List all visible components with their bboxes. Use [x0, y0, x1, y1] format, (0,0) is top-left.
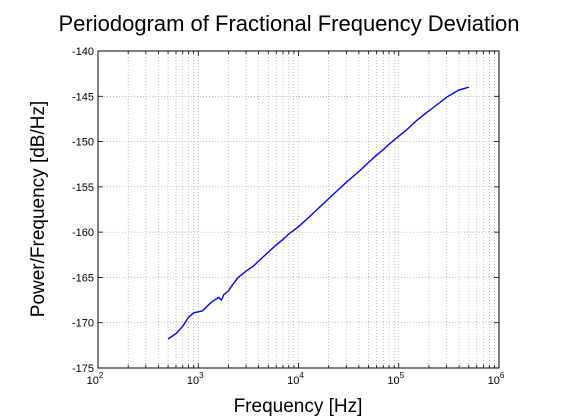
series-line: [167, 86, 469, 340]
plot-frame: [97, 50, 500, 369]
y-tick-label: -170: [72, 318, 94, 330]
chart-title: Periodogram of Fractional Frequency Devi…: [58, 11, 519, 36]
y-tick-labels: -140 -145 -150 -155 -160 -165 -170 -175: [72, 46, 94, 375]
x-tick-label: 106: [488, 371, 505, 387]
axis-ticks: [97, 50, 500, 369]
x-tick-label: 102: [87, 371, 104, 387]
y-tick-label: -155: [72, 182, 94, 194]
data-series: [167, 86, 469, 340]
y-tick-label: -165: [72, 272, 94, 284]
y-tick-label: -160: [72, 227, 94, 239]
y-tick-label: -140: [72, 46, 94, 58]
y-tick-label: -150: [72, 137, 94, 149]
y-tick-label: -145: [72, 91, 94, 103]
x-tick-label: 104: [287, 371, 304, 387]
x-tick-label: 105: [387, 371, 404, 387]
x-axis-label: Frequency [Hz]: [234, 396, 363, 417]
y-axis-label: Power/Frequency [dB/Hz]: [28, 101, 49, 317]
x-tick-label: 103: [187, 371, 204, 387]
y-tick-label: -175: [72, 363, 94, 375]
x-tick-labels: 102 103 104 105 106: [87, 371, 505, 387]
grid-lines: [98, 51, 499, 368]
